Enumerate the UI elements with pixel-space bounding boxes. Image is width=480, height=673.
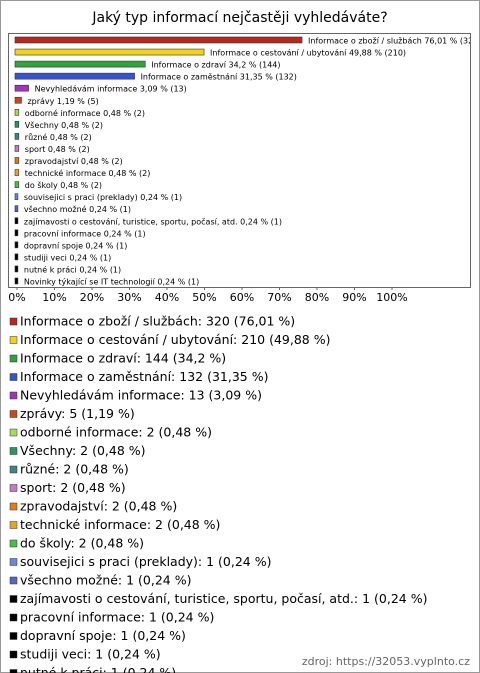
- bar-label: do školy 0,48 % (2): [25, 180, 102, 190]
- bar: [14, 265, 19, 273]
- bar-label: Informace o zdraví 34,2 % (144): [151, 61, 280, 70]
- x-tick-label: 0%: [8, 291, 25, 304]
- legend-swatch: [9, 595, 18, 603]
- bar-label: Nevyhledávám informace 3,09 % (13): [35, 85, 187, 94]
- legend-swatch: [9, 484, 18, 492]
- bar-label: zpravodajství 0,48 % (2): [25, 157, 123, 166]
- bar: [14, 181, 20, 188]
- x-tick-label: 30%: [117, 291, 141, 304]
- bar-label: Informace o cestování / ubytování 49,88 …: [210, 49, 406, 58]
- legend-label: studiji veci: 1 (0,24 %): [20, 647, 161, 662]
- legend-label: všechno možné: 1 (0,24 %): [20, 573, 191, 588]
- legend-label: do školy: 2 (0,48 %): [20, 536, 144, 551]
- source: zdroj: https://32053.vyplnto.cz: [302, 655, 470, 668]
- legend-label: dopravní spoje: 1 (0,24 %): [20, 628, 186, 643]
- x-tick-label: 20%: [80, 291, 104, 304]
- legend-swatch: [9, 669, 18, 673]
- legend-label: Informace o zaměstnání: 132 (31,35 %): [20, 369, 268, 384]
- bar: [14, 96, 22, 104]
- x-tick-label: 90%: [342, 291, 366, 304]
- legend-swatch: [9, 465, 18, 474]
- legend-swatch: [9, 317, 18, 326]
- bar-label: nutné k práci 0,24 % (1): [24, 264, 121, 274]
- legend-label: Všechny: 2 (0,48 %): [20, 443, 146, 458]
- x-tick-label: 100%: [376, 291, 407, 304]
- x-tick-label: 10%: [42, 291, 66, 304]
- bar-label: zajímavosti o cestování, turistice, spor…: [24, 216, 282, 226]
- bar-label: Všechny 0,48 % (2): [25, 120, 103, 130]
- legend-swatch: [9, 391, 18, 400]
- bar: [14, 36, 303, 44]
- legend-swatch: [9, 521, 18, 529]
- legend-label: Nevyhledávám informace: 13 (3,09 %): [20, 388, 262, 403]
- bar-label: Informace o zaměstnání 31,35 % (132): [141, 73, 297, 82]
- bar: [14, 72, 135, 80]
- bar-label: souvisejici s praci (preklady) 0,24 % (1…: [24, 193, 182, 202]
- bar-label: studiji veci 0,24 % (1): [24, 253, 111, 262]
- bar: [14, 60, 146, 68]
- bars: Informace o zboží / službách 76,01 % (32…: [14, 36, 480, 287]
- bar-label: technické informace 0,48 % (2): [25, 168, 151, 178]
- plot-frame: [8, 33, 471, 288]
- bar: [14, 277, 19, 285]
- legend-swatch: [9, 336, 18, 344]
- legend-label: zprávy: 5 (1,19 %): [20, 406, 135, 421]
- bar: [14, 133, 20, 140]
- bar: [14, 109, 20, 116]
- legend-label: různé: 2 (0,48 %): [20, 462, 129, 477]
- x-tick-label: 60%: [230, 291, 254, 304]
- bar-label: dopravní spoje 0,24 % (1): [24, 241, 127, 250]
- x-tick-label: 50%: [192, 291, 216, 304]
- legend-swatch: [9, 428, 18, 437]
- legend-swatch: [9, 410, 18, 418]
- bar-label: všechno možné 0,24 % (1): [24, 204, 131, 214]
- x-tick-label: 80%: [305, 291, 329, 304]
- bar-label: pracovní informace 0,24 % (1): [24, 229, 146, 238]
- x-tick-label: 40%: [155, 291, 179, 304]
- legend-label: odborné informace: 2 (0,48 %): [20, 425, 212, 440]
- bar-label: zprávy 1,19 % (5): [27, 97, 98, 106]
- legend-label: souvisejici s praci (preklady): 1 (0,24 …: [20, 554, 271, 569]
- bar: [14, 169, 20, 176]
- legend-label: sport: 2 (0,48 %): [20, 480, 126, 495]
- legend-label: zpravodajství: 2 (0,48 %): [20, 499, 177, 514]
- bar: [14, 84, 29, 92]
- legend-swatch: [9, 613, 18, 622]
- legend-swatch: [9, 539, 18, 548]
- legend-label: Informace o zboží / službách: 320 (76,01…: [20, 314, 295, 329]
- bar: [14, 157, 20, 164]
- bar: [14, 253, 19, 261]
- legend-swatch: [9, 354, 18, 363]
- bar: [14, 48, 205, 56]
- legend-label: Informace o zdraví: 144 (34,2 %): [20, 351, 226, 366]
- legend-label: technické informace: 2 (0,48 %): [20, 517, 220, 532]
- bar: [14, 217, 19, 225]
- bar: [14, 145, 20, 152]
- bar-label: odborné informace 0,48 % (2): [25, 108, 145, 118]
- legend-swatch: [9, 632, 18, 640]
- bar: [14, 241, 19, 249]
- bar-label: Novinky týkající se IT technologií 0,24 …: [24, 278, 199, 287]
- legend-swatch: [9, 447, 18, 455]
- legend-label: Informace o cestování / ubytování: 210 (…: [20, 332, 330, 347]
- bar-label: sport 0,48 % (2): [25, 145, 90, 154]
- legend-swatch: [9, 502, 18, 511]
- legend-swatch: [9, 650, 18, 659]
- legend-swatch: [9, 576, 18, 585]
- bar-label: různé 0,48 % (2): [25, 132, 92, 142]
- legend-swatch: [9, 558, 18, 566]
- x-tick-label: 70%: [267, 291, 291, 304]
- legend-label: nutné k práci: 1 (0,24 %): [20, 665, 176, 673]
- bar: [14, 229, 19, 237]
- legend-label: zajímavosti o cestování, turistice, spor…: [20, 591, 427, 606]
- bar: [14, 205, 19, 212]
- chart-title: Jaký typ informací nejčastěji vyhledávát…: [91, 10, 387, 26]
- bar: [14, 121, 20, 128]
- bar-label: Informace o zboží / službách 76,01 % (32…: [308, 37, 480, 46]
- legend-label: pracovní informace: 1 (0,24 %): [20, 610, 214, 625]
- bar: [14, 193, 19, 200]
- legend-swatch: [9, 373, 18, 381]
